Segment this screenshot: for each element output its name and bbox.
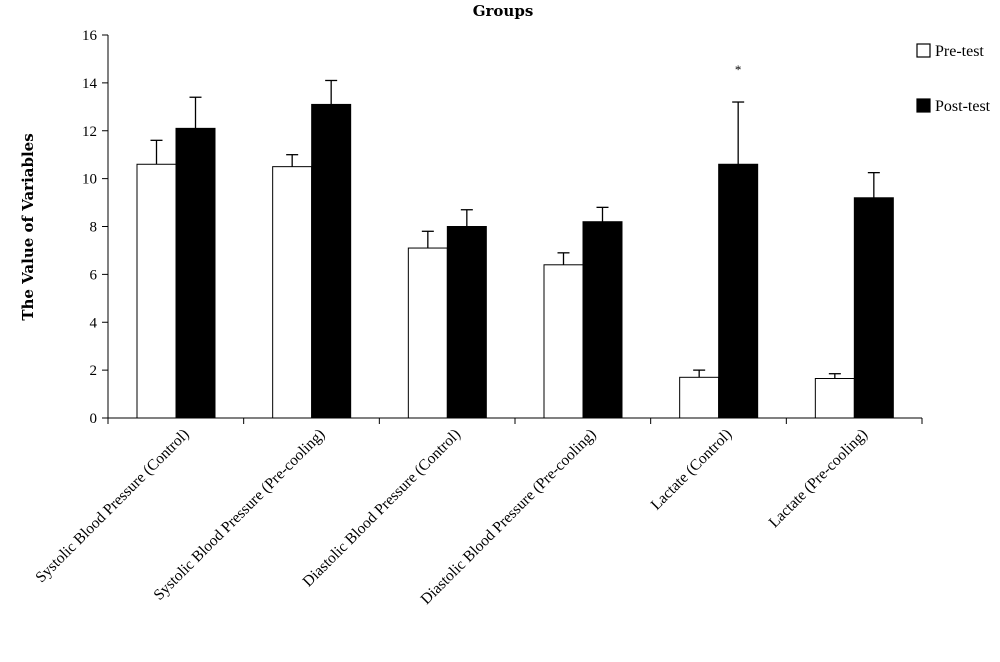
legend-label-post-test: Post-test <box>935 98 991 115</box>
bar-post-test <box>175 127 216 419</box>
y-tick-label: 6 <box>90 267 98 283</box>
bar-pre-test <box>407 247 448 419</box>
annotations-group: * <box>735 62 742 77</box>
legend: Pre-test Post-test <box>916 43 991 115</box>
error-bars-group <box>150 79 880 379</box>
legend-swatch-pre-test <box>916 43 931 58</box>
bars-group <box>136 103 894 419</box>
legend-swatch-post-test <box>916 98 931 113</box>
x-category-label: Diastolic Blood Pressure (Control) <box>299 426 464 591</box>
y-axis-label: The Value of Variables <box>19 133 37 320</box>
x-axis: Systolic Blood Pressure (Control)Systoli… <box>32 417 923 608</box>
bar-pre-test <box>679 376 720 419</box>
bar-pre-test <box>136 163 177 419</box>
y-tick-label: 2 <box>90 363 98 379</box>
y-tick-label: 8 <box>90 220 98 236</box>
y-tick-label: 16 <box>82 28 98 44</box>
bar-pre-test <box>814 378 855 419</box>
significance-marker: * <box>735 62 742 77</box>
legend-label-pre-test: Pre-test <box>935 43 984 60</box>
y-tick-label: 0 <box>90 411 98 427</box>
y-tick-label: 14 <box>82 76 98 92</box>
y-axis: 0 2 4 6 8 10 12 14 16 <box>82 28 109 427</box>
bar-post-test <box>311 103 352 419</box>
bar-post-test <box>853 197 894 419</box>
bar-post-test <box>718 163 759 419</box>
x-category-label: Systolic Blood Pressure (Control) <box>32 426 192 586</box>
bar-post-test <box>446 226 487 419</box>
bar-post-test <box>582 221 623 419</box>
y-tick-label: 10 <box>82 172 97 188</box>
y-tick-label: 12 <box>82 124 97 140</box>
chart-title: Groups <box>473 2 534 20</box>
bar-pre-test <box>272 166 313 419</box>
y-tick-label: 4 <box>90 315 98 331</box>
x-category-label: Lactate (Control) <box>648 426 736 514</box>
bar-pre-test <box>543 264 584 419</box>
x-category-label: Lactate (Pre-cooling) <box>766 426 871 531</box>
